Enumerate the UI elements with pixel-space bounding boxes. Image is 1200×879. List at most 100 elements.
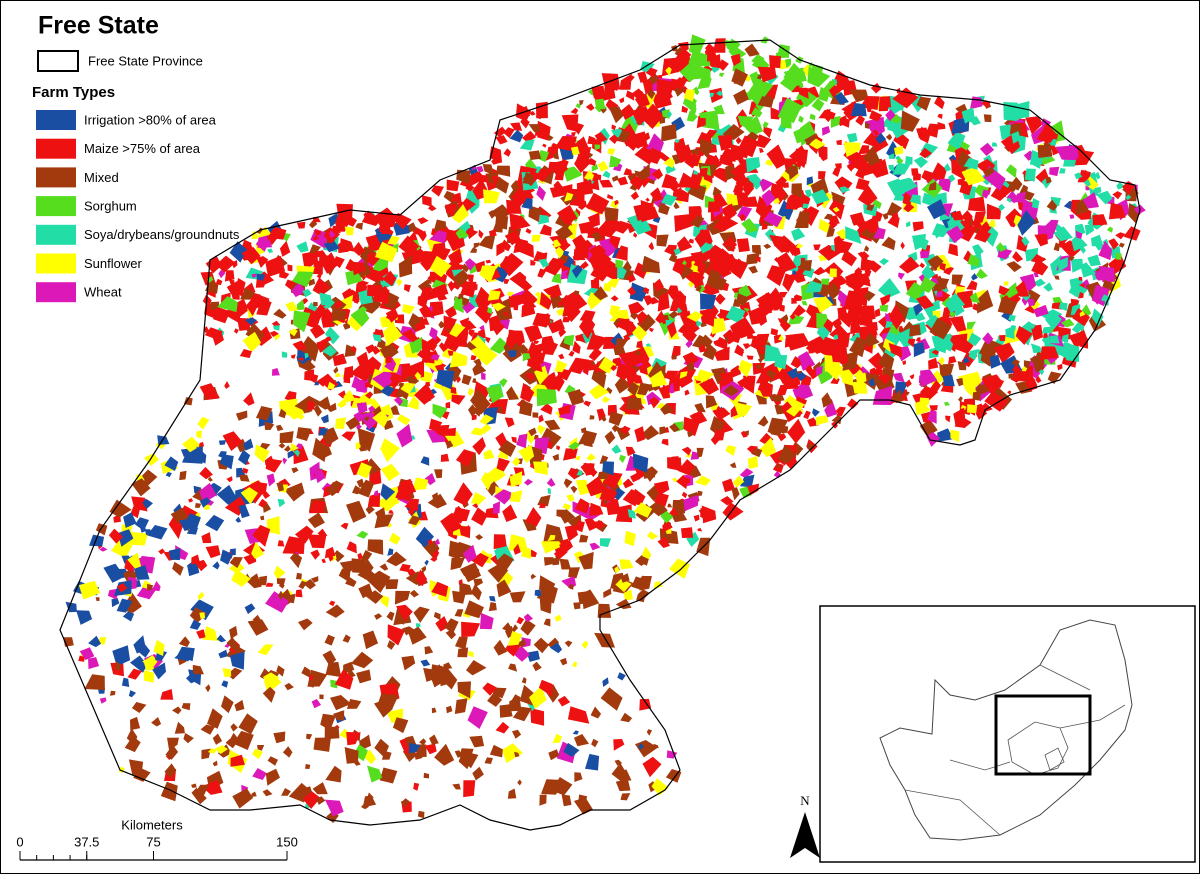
farm-patch bbox=[205, 278, 219, 294]
farm-patch bbox=[479, 612, 494, 630]
farm-patch bbox=[574, 455, 581, 461]
farm-patch bbox=[573, 290, 580, 296]
farm-patch bbox=[539, 503, 546, 509]
farm-patch bbox=[575, 334, 584, 342]
farm-patch bbox=[860, 258, 876, 271]
farm-patch bbox=[382, 270, 397, 287]
farm-patch bbox=[951, 274, 964, 286]
farm-patch bbox=[165, 744, 179, 760]
farm-patch bbox=[605, 387, 613, 395]
farm-patch bbox=[1070, 298, 1078, 307]
farm-patch bbox=[302, 250, 318, 271]
farm-patch bbox=[732, 184, 744, 194]
farm-patch bbox=[603, 588, 612, 598]
farm-patch bbox=[357, 552, 363, 560]
farm-patch bbox=[957, 150, 977, 172]
farm-patch bbox=[857, 145, 870, 155]
farm-patch bbox=[1004, 282, 1019, 299]
farm-patch bbox=[905, 221, 911, 228]
farm-patch bbox=[429, 230, 447, 244]
farm-patch bbox=[278, 408, 287, 419]
farm-patch bbox=[818, 218, 830, 234]
farm-patch bbox=[312, 437, 328, 462]
farm-patch bbox=[201, 779, 223, 795]
farm-patch bbox=[484, 757, 493, 764]
farm-patch bbox=[212, 561, 220, 570]
farm-patch bbox=[529, 110, 536, 116]
farm-patch bbox=[464, 752, 479, 769]
farm-patch bbox=[346, 500, 367, 523]
farm-patch bbox=[676, 236, 693, 252]
farm-patch bbox=[519, 139, 535, 151]
farm-patch bbox=[1005, 164, 1017, 179]
farm-patch bbox=[805, 280, 823, 293]
farm-patch bbox=[528, 124, 540, 133]
farm-patch bbox=[832, 206, 840, 213]
farm-patch bbox=[866, 204, 875, 211]
farm-patch bbox=[705, 395, 718, 409]
farm-patch bbox=[396, 278, 403, 287]
farm-patch bbox=[1051, 146, 1059, 156]
farm-patch bbox=[295, 589, 303, 598]
farm-patch bbox=[424, 473, 436, 486]
farm-patch bbox=[293, 449, 300, 457]
farm-patch bbox=[561, 253, 574, 270]
farm-patch bbox=[468, 404, 478, 418]
farm-patch bbox=[356, 462, 372, 479]
farm-patch bbox=[483, 264, 493, 276]
farm-patch bbox=[1079, 311, 1086, 317]
farm-patch bbox=[1069, 214, 1075, 219]
farm-patch bbox=[943, 266, 954, 275]
farm-patch bbox=[866, 105, 872, 113]
farm-patch bbox=[538, 258, 550, 268]
farm-patch bbox=[296, 241, 309, 253]
farm-patch bbox=[379, 221, 392, 235]
farm-patch bbox=[197, 591, 205, 601]
farm-patch bbox=[698, 377, 719, 395]
farm-patch bbox=[632, 453, 649, 473]
farm-patch bbox=[834, 163, 842, 170]
farm-patch bbox=[647, 383, 657, 392]
farm-patch bbox=[334, 669, 354, 690]
farm-patch bbox=[583, 169, 594, 182]
farm-patch bbox=[313, 230, 322, 236]
farm-patch bbox=[735, 137, 742, 145]
scale-tick-label: 37.5 bbox=[74, 834, 99, 849]
farm-patch bbox=[976, 268, 988, 279]
farm-patch bbox=[489, 596, 496, 602]
farm-patch bbox=[552, 151, 560, 160]
farm-patch bbox=[404, 735, 417, 747]
farm-patch bbox=[838, 368, 854, 386]
farm-patch bbox=[284, 682, 294, 691]
farm-patch bbox=[913, 342, 925, 358]
farm-patch bbox=[615, 504, 633, 523]
farm-patch bbox=[525, 431, 535, 445]
farm-patch bbox=[1032, 198, 1040, 209]
farm-patch bbox=[279, 240, 291, 257]
farm-patch bbox=[412, 477, 429, 491]
farm-patch bbox=[530, 573, 537, 580]
farm-patch bbox=[919, 147, 932, 159]
farm-patch bbox=[927, 199, 947, 220]
farm-patch bbox=[634, 426, 646, 443]
farm-patch bbox=[361, 363, 372, 377]
farm-patch bbox=[688, 281, 695, 288]
farm-patch bbox=[798, 260, 812, 272]
farm-patch bbox=[78, 580, 101, 600]
farm-patch bbox=[226, 637, 241, 652]
farm-patch bbox=[396, 414, 411, 426]
farm-patch bbox=[479, 265, 497, 283]
farm-patch bbox=[462, 544, 477, 563]
farm-patch bbox=[496, 241, 505, 257]
scale-tick-label: 150 bbox=[276, 834, 298, 849]
farm-patch bbox=[625, 397, 643, 410]
farm-patch bbox=[287, 450, 295, 459]
farm-patch bbox=[614, 199, 619, 206]
farm-patch bbox=[493, 639, 508, 656]
farm-patch bbox=[667, 457, 682, 472]
farm-patch bbox=[570, 146, 580, 156]
farm-patch bbox=[359, 558, 366, 565]
farm-patch bbox=[619, 454, 626, 463]
scale-tick-label: 75 bbox=[146, 834, 160, 849]
farm-patch bbox=[548, 318, 565, 334]
